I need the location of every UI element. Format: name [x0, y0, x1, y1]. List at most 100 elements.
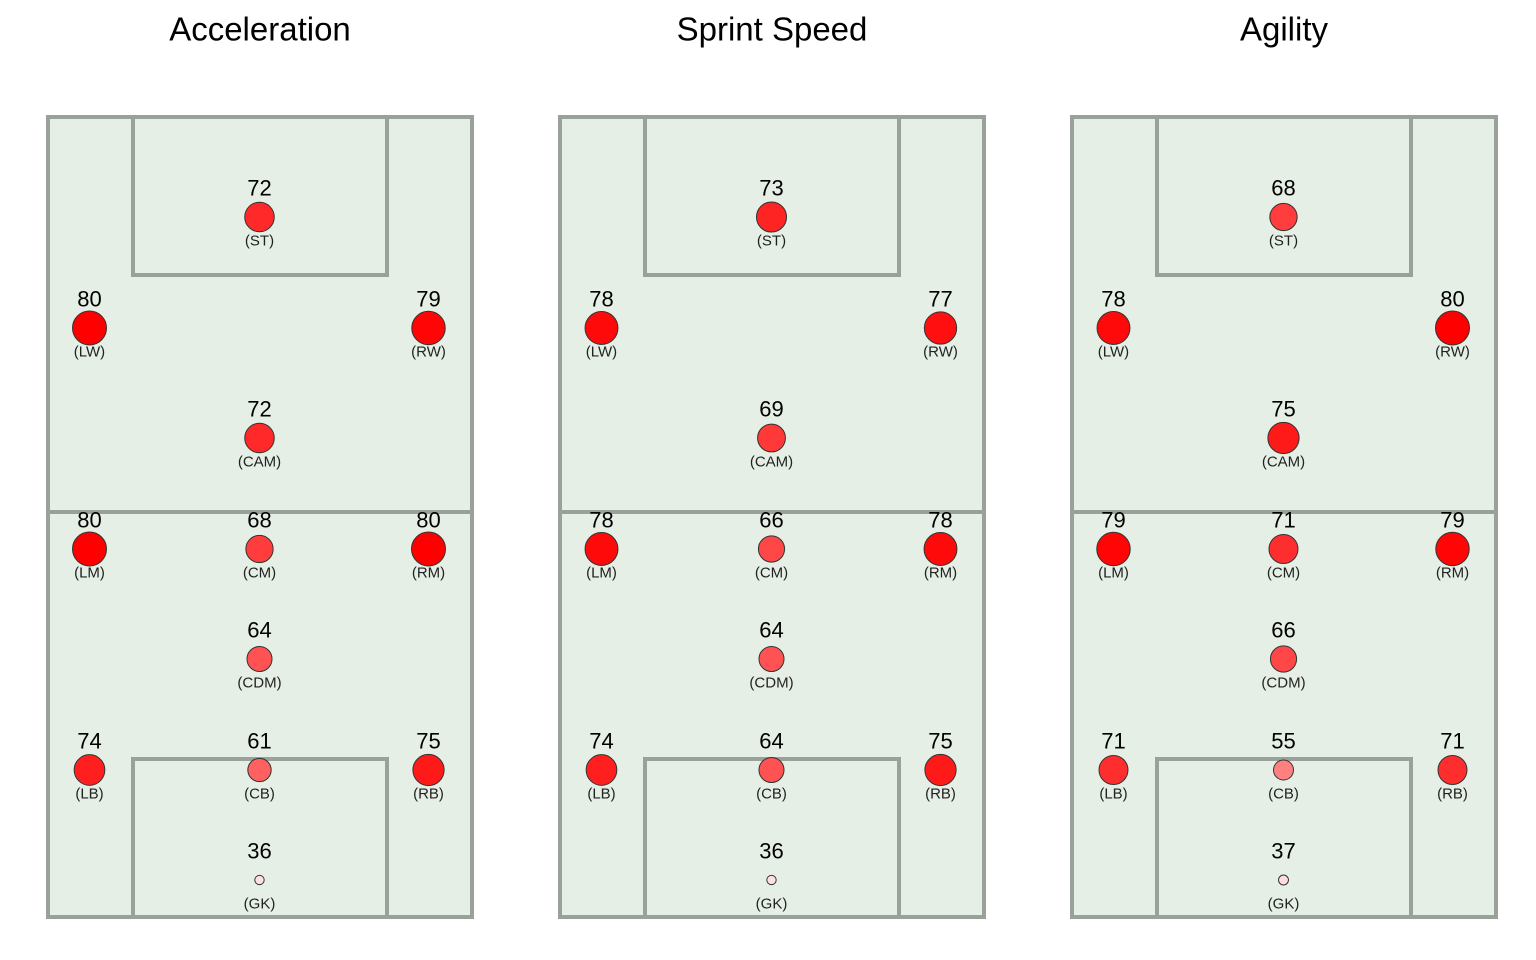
top-penalty-box — [643, 117, 901, 277]
marker-cdm: 66 (CDM) — [1261, 618, 1305, 692]
position-label: (LM) — [586, 565, 617, 582]
position-label: (LW) — [1098, 344, 1129, 361]
marker-rw: 77 (RW) — [923, 287, 958, 361]
data-point — [584, 311, 619, 345]
position-label: (CM) — [243, 565, 276, 582]
value-label: 37 — [1271, 839, 1295, 864]
value-label: 80 — [1440, 287, 1464, 312]
data-point — [244, 201, 275, 233]
data-point — [1273, 759, 1294, 781]
marker-lb: 71 (LB) — [1098, 729, 1129, 803]
data-point — [1269, 202, 1298, 232]
marker-cm: 66 (CM) — [755, 508, 788, 582]
position-label: (CB) — [756, 786, 787, 803]
position-label: (RB) — [413, 786, 444, 803]
position-label: (CDM) — [1261, 675, 1305, 692]
value-label: 72 — [247, 176, 271, 201]
data-point — [411, 531, 446, 567]
data-point — [755, 201, 788, 233]
data-point — [254, 874, 265, 886]
data-point — [758, 756, 785, 784]
marker-lw: 80 (LW) — [72, 287, 107, 361]
position-label: (CB) — [1268, 786, 1299, 803]
value-label: 66 — [1271, 618, 1295, 643]
marker-rb: 75 (RB) — [412, 729, 445, 803]
panel-title: Sprint Speed — [677, 11, 868, 48]
marker-cdm: 64 (CDM) — [237, 618, 281, 692]
marker-cam: 72 (CAM) — [238, 397, 281, 471]
marker-lm: 78 (LM) — [584, 508, 619, 582]
marker-cb: 61 (CB) — [244, 729, 275, 803]
value-label: 78 — [928, 508, 952, 533]
marker-rm: 78 (RM) — [923, 508, 958, 582]
marker-rw: 79 (RW) — [411, 287, 446, 361]
position-label: (ST) — [1269, 233, 1298, 250]
data-point — [247, 757, 272, 783]
data-point — [757, 423, 786, 453]
pitch-outline — [558, 115, 986, 919]
marker-rb: 75 (RB) — [924, 729, 957, 803]
value-label: 79 — [1440, 508, 1464, 533]
data-point — [244, 422, 275, 454]
position-label: (LB) — [1099, 786, 1127, 803]
position-label: (LM) — [1098, 565, 1129, 582]
value-label: 55 — [1271, 729, 1295, 754]
value-label: 78 — [1101, 287, 1125, 312]
position-label: (CDM) — [237, 675, 281, 692]
value-label: 75 — [928, 729, 952, 754]
value-label: 80 — [77, 287, 101, 312]
value-label: 71 — [1440, 729, 1464, 754]
value-label: 74 — [589, 729, 613, 754]
data-point — [1268, 534, 1299, 564]
data-point — [766, 874, 777, 886]
data-point — [585, 754, 618, 786]
value-label: 64 — [759, 618, 783, 643]
marker-cdm: 64 (CDM) — [749, 618, 793, 692]
data-point — [72, 531, 107, 567]
data-point — [412, 753, 445, 787]
top-penalty-box — [131, 117, 389, 277]
marker-lb: 74 (LB) — [585, 729, 618, 803]
value-label: 69 — [759, 397, 783, 422]
marker-gk: 37 (GK) — [1268, 839, 1300, 913]
data-point — [757, 535, 786, 563]
top-penalty-box — [1155, 117, 1413, 277]
value-label: 75 — [416, 729, 440, 754]
marker-gk: 36 (GK) — [756, 839, 788, 913]
value-label: 75 — [1271, 397, 1295, 422]
marker-st: 73 (ST) — [755, 176, 788, 250]
position-label: (RB) — [1437, 786, 1468, 803]
position-label: (RB) — [925, 786, 956, 803]
marker-cb: 64 (CB) — [756, 729, 787, 803]
data-point — [73, 754, 106, 786]
position-label: (LB) — [587, 786, 615, 803]
position-label: (CDM) — [749, 675, 793, 692]
marker-st: 72 (ST) — [244, 176, 275, 250]
position-label: (CM) — [1267, 565, 1300, 582]
marker-cm: 71 (CM) — [1267, 508, 1300, 582]
value-label: 68 — [1271, 176, 1295, 201]
marker-st: 68 (ST) — [1269, 176, 1298, 250]
data-point — [246, 645, 273, 673]
data-point — [1096, 311, 1131, 345]
marker-gk: 36 (GK) — [244, 839, 276, 913]
value-label: 72 — [247, 397, 271, 422]
value-label: 64 — [759, 729, 783, 754]
panel-sprint-speed: Sprint Speed 73 (ST) 78 (LW) 77 (RW) 69 (CAM) 78 (… — [558, 11, 986, 919]
marker-rb: 71 (RB) — [1437, 729, 1468, 803]
value-label: 79 — [416, 287, 440, 312]
panel-title: Agility — [1240, 11, 1329, 48]
data-point — [758, 645, 785, 673]
value-label: 36 — [247, 839, 271, 864]
value-label: 71 — [1101, 729, 1125, 754]
value-label: 71 — [1271, 508, 1295, 533]
data-point — [411, 310, 446, 346]
marker-lw: 78 (LW) — [1096, 287, 1131, 361]
panel-acceleration: Acceleration 72 (ST) 80 (LW) 79 (RW) 72 (CAM) 80 (… — [46, 11, 474, 919]
marker-cb: 55 (CB) — [1268, 729, 1299, 803]
marker-cam: 75 (CAM) — [1262, 397, 1305, 471]
value-label: 80 — [77, 508, 101, 533]
position-label: (LB) — [75, 786, 103, 803]
value-label: 66 — [759, 508, 783, 533]
